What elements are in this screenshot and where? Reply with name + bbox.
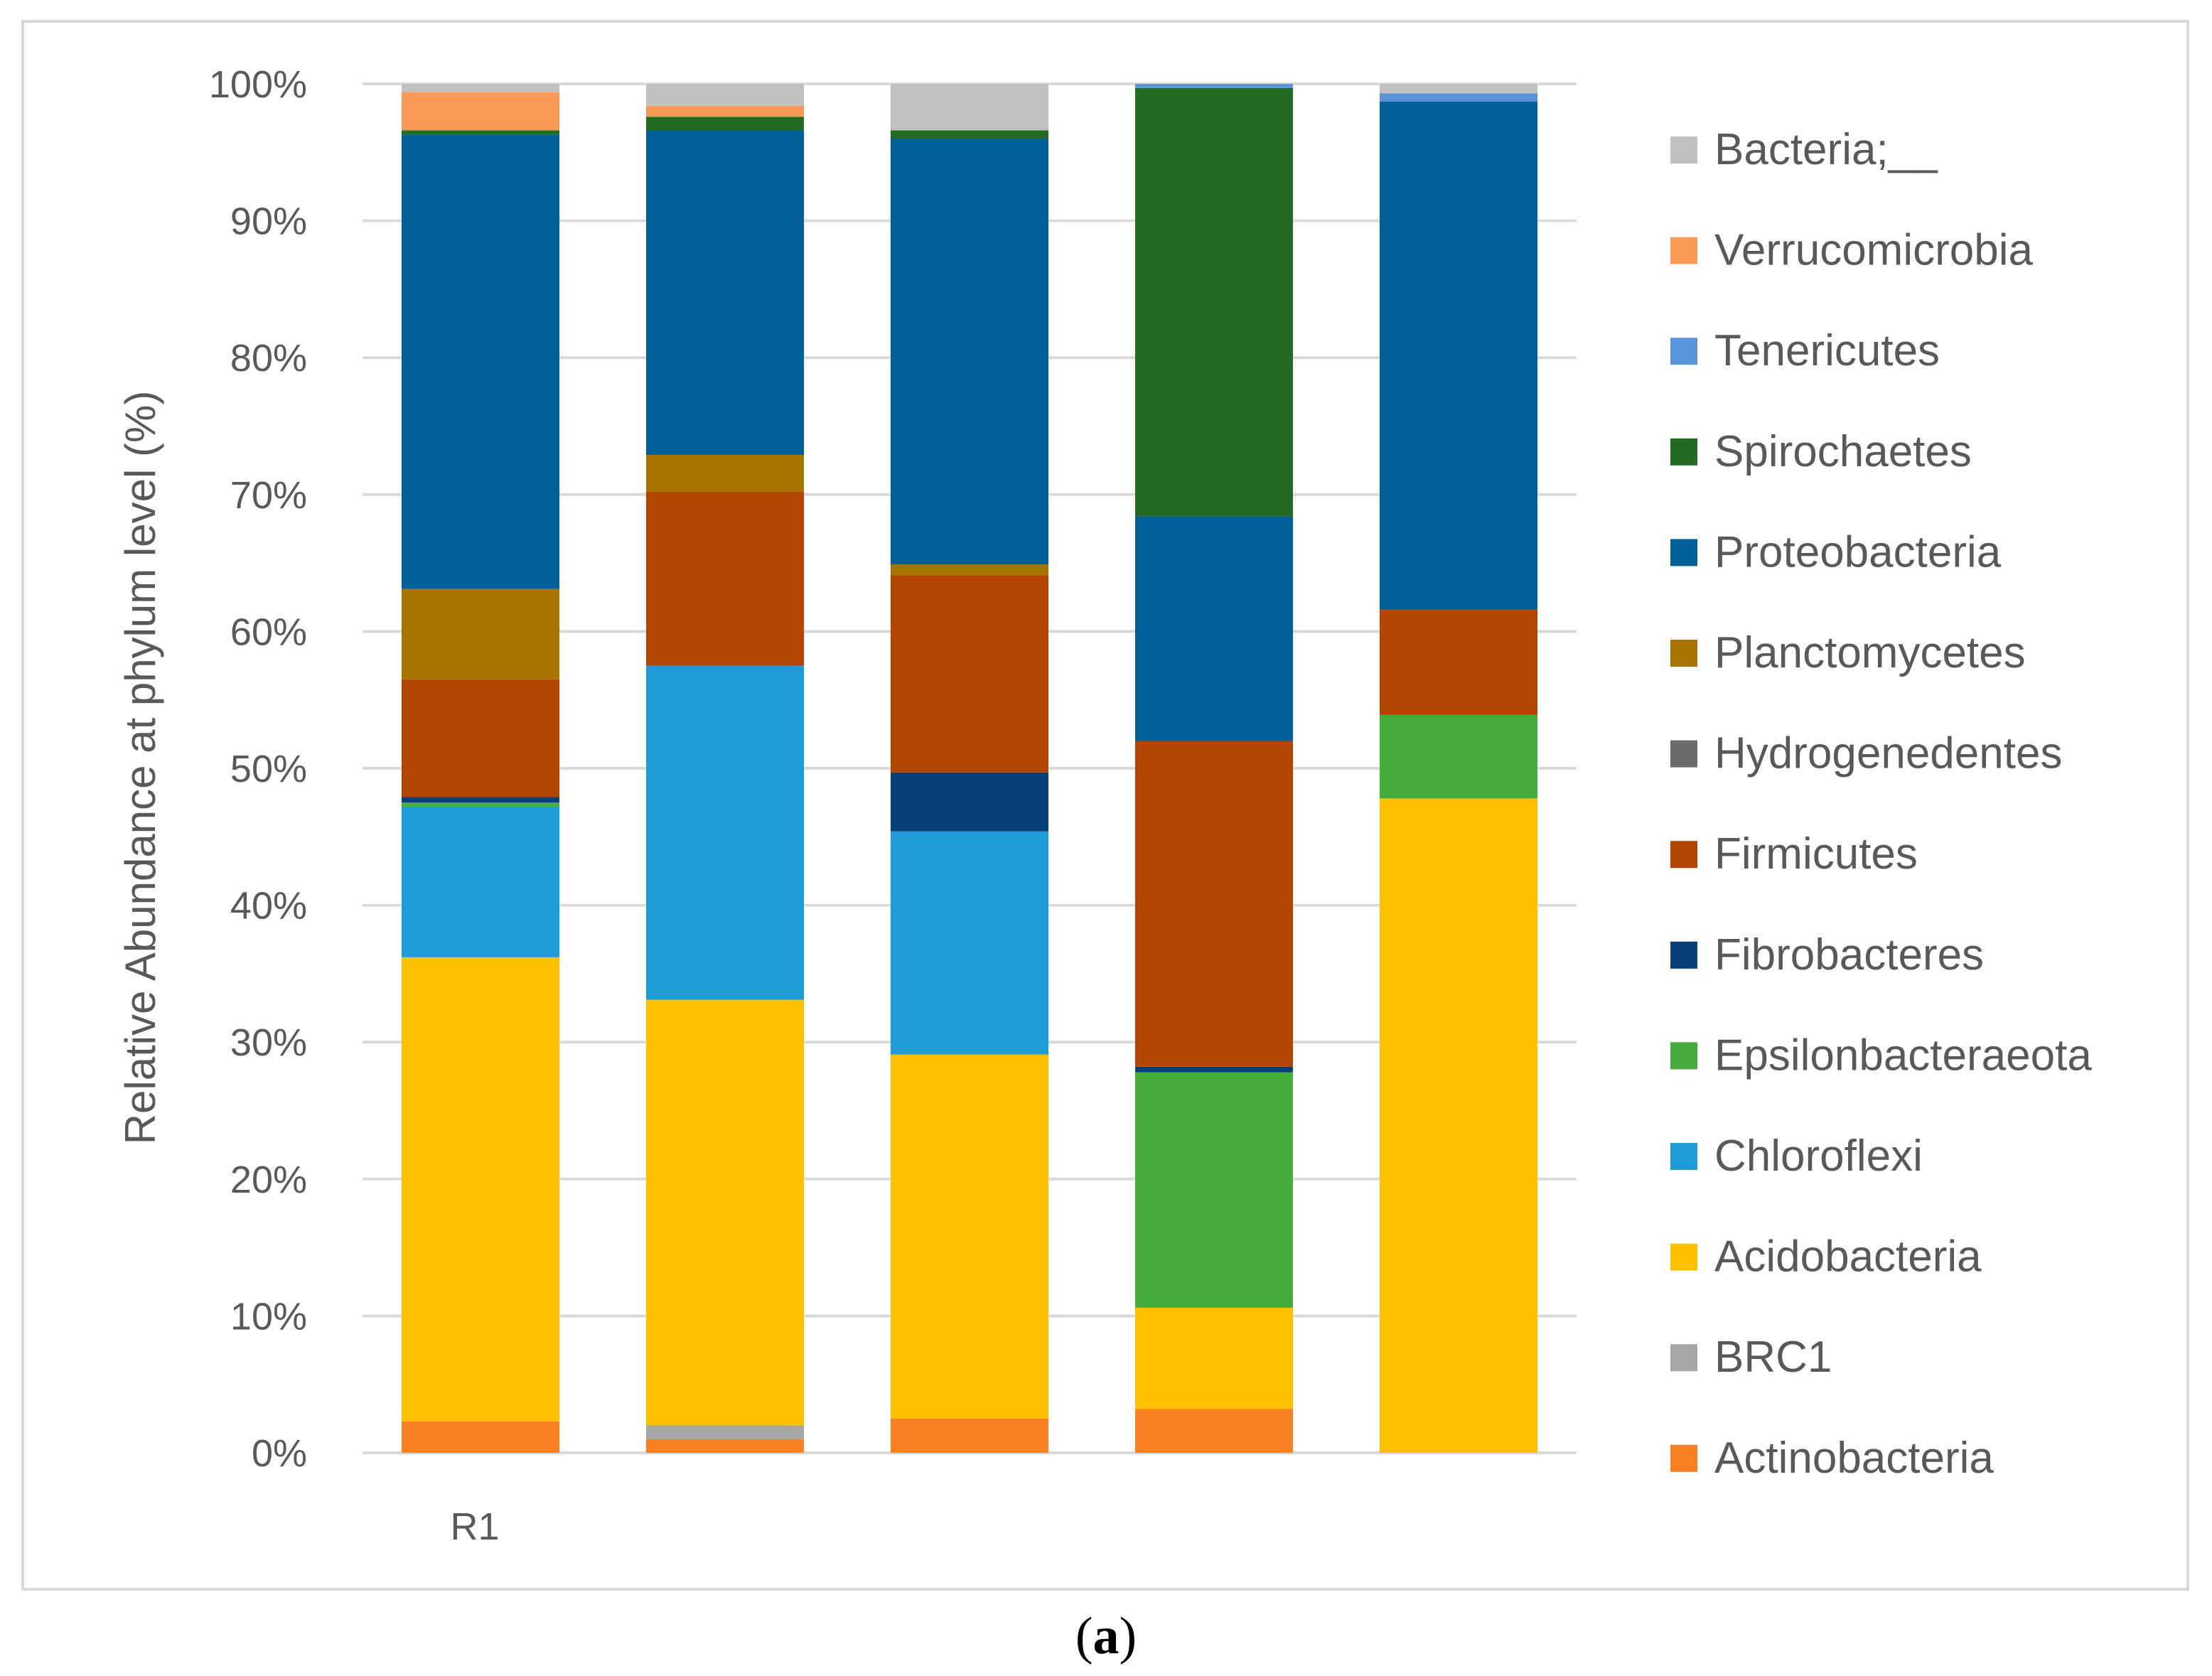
- legend-label: Spirochaetes: [1714, 427, 1972, 476]
- legend-label: Actinobacteria: [1714, 1434, 1994, 1483]
- bar-segment-spirochaetes-3: [891, 130, 1048, 139]
- y-axis-ticks: 0% 10% 20% 30% 40% 50% 60% 70% 80% 90% 100%: [209, 63, 307, 1475]
- legend-swatch: [1670, 1042, 1697, 1070]
- y-tick-label: 60%: [230, 611, 307, 653]
- bar-segment-firmicutes-5: [1380, 609, 1537, 715]
- bar-segment-epsilonbacteraeota-1: [402, 802, 559, 807]
- bar-segment-acidobacteria-4: [1135, 1307, 1293, 1409]
- legend-label: Proteobacteria: [1714, 527, 2002, 576]
- bar-segment-bacteria-3: [891, 84, 1048, 131]
- bar-segment-firmicutes-4: [1135, 741, 1293, 1067]
- bar-segment-verrucomicrobia-1: [402, 92, 559, 131]
- legend-swatch: [1670, 338, 1697, 365]
- bar-segment-proteobacteria-2: [646, 130, 804, 455]
- legend-swatch: [1670, 136, 1697, 163]
- legend-swatch: [1670, 740, 1697, 768]
- legend-swatch: [1670, 1243, 1697, 1271]
- legend-label: Epsilonbacteraeota: [1714, 1031, 2092, 1080]
- bar-segment-acidobacteria-2: [646, 999, 804, 1426]
- bar-segment-proteobacteria-1: [402, 134, 559, 589]
- bar-segment-actinobacteria-4: [1135, 1409, 1293, 1453]
- legend-swatch: [1670, 1444, 1697, 1472]
- bar-segment-proteobacteria-4: [1135, 516, 1293, 741]
- bar-segment-fibrobacteres-4: [1135, 1066, 1293, 1073]
- bar-segment-spirochaetes-4: [1135, 87, 1293, 517]
- bar-segment-fibrobacteres-3: [891, 772, 1048, 832]
- legend-label: Bacteria;__: [1714, 125, 1938, 174]
- caption-letter: a: [1093, 1607, 1120, 1665]
- legend-label: Fibrobacteres: [1714, 930, 1984, 979]
- legend-swatch: [1670, 1143, 1697, 1170]
- legend-swatch: [1670, 1344, 1697, 1372]
- bar-segment-actinobacteria-2: [646, 1439, 804, 1453]
- bar-segment-planctomycetes-1: [402, 589, 559, 679]
- y-tick-label: 30%: [230, 1021, 307, 1064]
- y-tick-label: 70%: [230, 474, 307, 517]
- bar-segment-fibrobacteres-1: [402, 797, 559, 803]
- bar-segment-verrucomicrobia-2: [646, 105, 804, 117]
- x-axis-ticks: R1: [450, 1505, 499, 1548]
- bar-segment-planctomycetes-2: [646, 454, 804, 492]
- bar-segment-actinobacteria-3: [891, 1418, 1048, 1453]
- y-tick-label: 50%: [230, 748, 307, 790]
- bar-segment-bacteria-1: [402, 84, 559, 92]
- bar-segment-bacteria-2: [646, 84, 804, 106]
- stacked-bars: [402, 84, 1537, 1453]
- chart-frame: [21, 20, 2189, 1591]
- legend-label: Hydrogenedentes: [1714, 729, 2062, 778]
- legend-swatch: [1670, 841, 1697, 869]
- figure-caption: (a): [1075, 1607, 1137, 1665]
- y-tick-label: 10%: [230, 1295, 307, 1338]
- bar-segment-firmicutes-3: [891, 575, 1048, 773]
- y-tick-label: 80%: [230, 337, 307, 380]
- legend-label: Chloroflexi: [1714, 1132, 1923, 1181]
- legend-swatch: [1670, 941, 1697, 969]
- bar-segment-planctomycetes-3: [891, 564, 1048, 576]
- legend-label: Tenericutes: [1714, 326, 1940, 375]
- bar-segment-spirochaetes-2: [646, 117, 804, 131]
- bar-segment-chloroflexi-3: [891, 831, 1048, 1055]
- y-tick-label: 40%: [230, 885, 307, 928]
- bar-segment-bacteria-5: [1380, 84, 1537, 94]
- legend-swatch: [1670, 539, 1697, 566]
- bar-segment-acidobacteria-3: [891, 1054, 1048, 1419]
- bar-segment-chloroflexi-1: [402, 806, 559, 957]
- bar-segment-proteobacteria-5: [1380, 102, 1537, 610]
- y-tick-label: 90%: [230, 200, 307, 243]
- x-tick-label: R1: [450, 1505, 499, 1548]
- legend-label: Planctomycetes: [1714, 628, 2026, 677]
- legend-swatch: [1670, 438, 1697, 466]
- bar-segment-firmicutes-1: [402, 679, 559, 797]
- bar-segment-acidobacteria-1: [402, 957, 559, 1422]
- bar-segment-firmicutes-2: [646, 491, 804, 666]
- bar-segment-brc1-2: [646, 1425, 804, 1439]
- caption-close-paren: ): [1120, 1607, 1137, 1665]
- legend-label: Verrucomicrobia: [1714, 226, 2033, 275]
- y-tick-label: 0%: [252, 1432, 307, 1475]
- bar-segment-spirochaetes-1: [402, 130, 559, 135]
- bar-segment-acidobacteria-5: [1380, 798, 1537, 1453]
- legend-swatch: [1670, 640, 1697, 667]
- bar-segment-chloroflexi-2: [646, 665, 804, 1000]
- bar-segment-tenericutes-4: [1135, 84, 1293, 88]
- legend-label: BRC1: [1714, 1333, 1832, 1382]
- bar-segment-epsilonbacteraeota-5: [1380, 714, 1537, 799]
- bar-segment-proteobacteria-3: [891, 139, 1048, 565]
- legend-label: Acidobacteria: [1714, 1232, 1982, 1282]
- legend-label: Firmicutes: [1714, 829, 1918, 879]
- legend: Bacteria;__ Verrucomicrobia Tenericutes Spi…: [1670, 125, 2092, 1483]
- caption-open-paren: (: [1075, 1607, 1093, 1665]
- legend-swatch: [1670, 237, 1697, 264]
- bar-segment-epsilonbacteraeota-4: [1135, 1072, 1293, 1308]
- y-axis-title: Relative Abundance at phylum level (%): [117, 391, 164, 1145]
- y-tick-label: 100%: [209, 63, 307, 106]
- bar-segment-tenericutes-5: [1380, 93, 1537, 102]
- y-tick-label: 20%: [230, 1159, 307, 1201]
- bar-segment-actinobacteria-1: [402, 1421, 559, 1453]
